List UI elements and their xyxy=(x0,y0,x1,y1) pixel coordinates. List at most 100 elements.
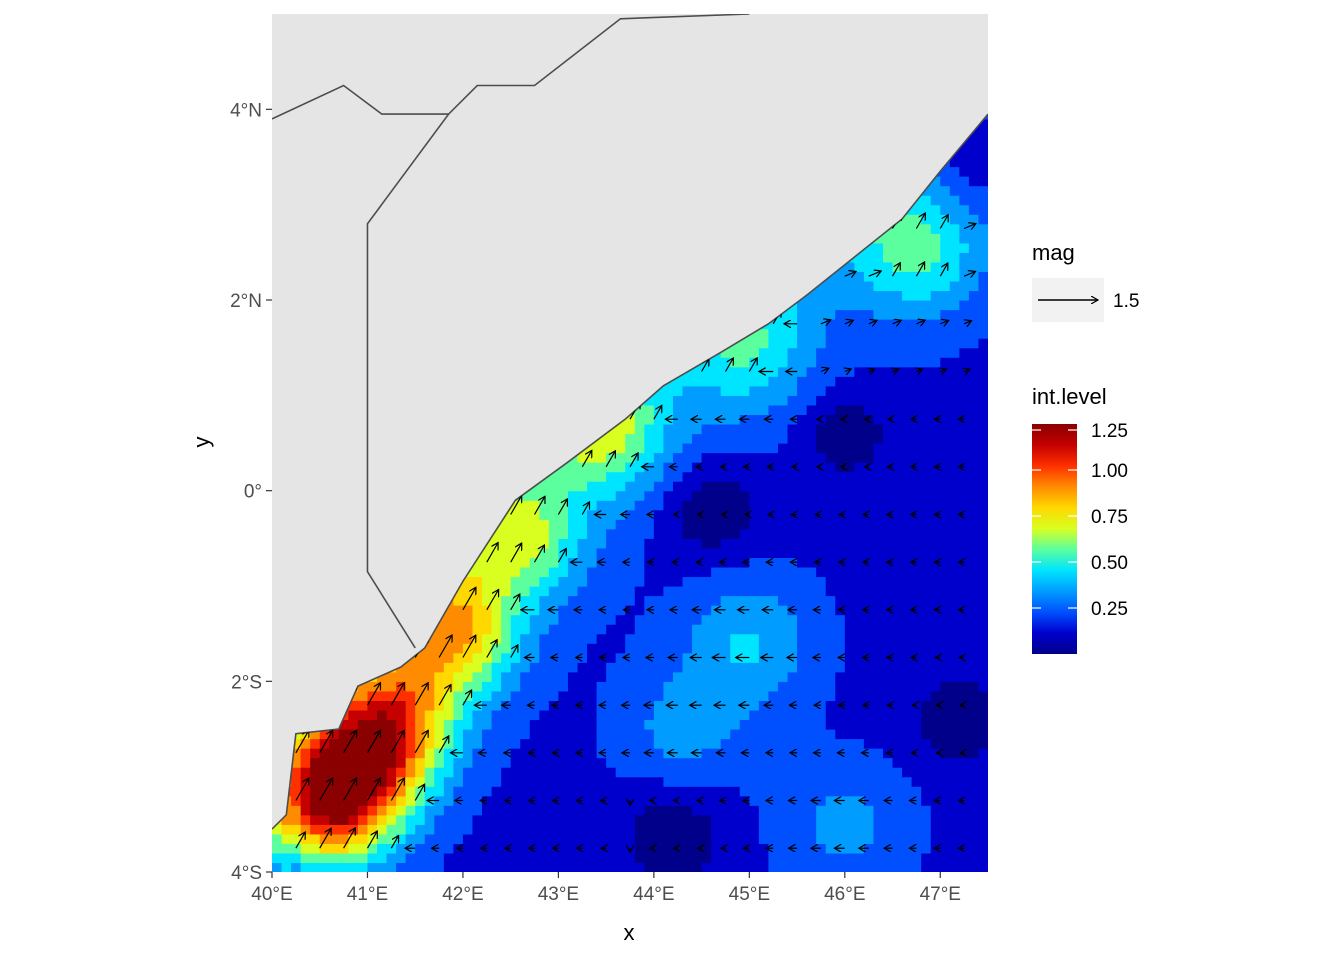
field-cell xyxy=(491,843,502,854)
field-cell xyxy=(587,786,598,797)
field-cell xyxy=(634,700,645,711)
field-cell xyxy=(663,528,674,539)
field-cell xyxy=(596,786,607,797)
field-cell xyxy=(272,824,283,835)
field-cell xyxy=(720,414,731,425)
field-cell xyxy=(367,824,378,835)
field-cell xyxy=(482,833,493,844)
field-cell xyxy=(587,767,598,778)
field-cell xyxy=(730,709,741,721)
field-cell xyxy=(510,824,521,835)
field-cell xyxy=(348,757,359,768)
field-cell xyxy=(443,814,454,825)
field-cell xyxy=(701,404,712,415)
field-cell xyxy=(701,633,712,644)
field-cell xyxy=(300,738,311,749)
field-cell xyxy=(367,805,378,816)
field-cell xyxy=(672,643,684,654)
field-cell xyxy=(692,538,703,549)
field-cell xyxy=(758,786,770,797)
field-cell xyxy=(644,862,655,873)
field-cell xyxy=(615,748,626,759)
field-cell xyxy=(281,862,292,873)
field-cell xyxy=(472,624,483,635)
field-cell xyxy=(434,833,445,844)
field-cell xyxy=(587,462,598,473)
field-cell xyxy=(682,729,693,740)
field-cell xyxy=(491,786,502,797)
field-cell xyxy=(711,462,722,473)
field-cell xyxy=(777,557,789,568)
field-cell xyxy=(596,805,607,816)
field-cell xyxy=(396,786,407,797)
field-cell xyxy=(797,776,808,787)
field-cell xyxy=(491,681,502,692)
field-cell xyxy=(711,805,722,816)
field-cell xyxy=(720,538,731,549)
field-cell xyxy=(625,652,636,663)
field-cell xyxy=(701,862,712,873)
field-cell xyxy=(634,652,645,663)
field-cell xyxy=(606,729,617,740)
field-cell xyxy=(615,595,626,606)
field-cell xyxy=(749,681,760,692)
field-cell xyxy=(453,738,464,749)
field-cell xyxy=(396,681,407,692)
field-cell xyxy=(596,595,607,606)
field-cell xyxy=(529,814,540,825)
field-cell xyxy=(606,681,617,692)
field-cell xyxy=(777,366,789,377)
field-cell xyxy=(548,614,559,625)
field-cell xyxy=(291,757,302,768)
field-cell xyxy=(797,481,808,492)
field-cell xyxy=(663,605,674,616)
field-cell xyxy=(768,776,779,787)
field-cell xyxy=(539,833,550,844)
field-cell xyxy=(777,490,789,501)
field-cell xyxy=(501,576,512,587)
field-cell xyxy=(615,500,626,511)
field-cell xyxy=(596,814,607,825)
field-cell xyxy=(625,443,636,454)
field-cell xyxy=(510,738,521,749)
field-cell xyxy=(443,757,454,768)
field-cell xyxy=(730,605,741,616)
field-cell xyxy=(596,452,607,463)
field-cell xyxy=(797,547,808,558)
field-cell xyxy=(653,767,665,778)
field-cell xyxy=(777,633,789,644)
field-cell xyxy=(567,662,579,673)
field-cell xyxy=(396,757,407,768)
field-cell xyxy=(692,586,703,597)
field-cell xyxy=(548,500,559,511)
field-cell xyxy=(749,786,760,797)
field-cell xyxy=(663,862,674,873)
field-cell xyxy=(663,500,674,511)
field-cell xyxy=(415,700,426,711)
field-cell xyxy=(424,719,435,730)
field-cell xyxy=(615,624,626,635)
field-cell xyxy=(768,538,779,549)
field-cell xyxy=(749,843,760,854)
field-cell xyxy=(606,805,617,816)
field-cell xyxy=(644,729,655,740)
field-cell xyxy=(606,852,617,864)
field-cell xyxy=(739,786,750,797)
field-cell xyxy=(682,776,693,787)
field-cell xyxy=(587,452,598,463)
field-cell xyxy=(558,576,569,587)
field-cell xyxy=(348,738,359,749)
field-cell xyxy=(711,786,722,797)
field-cell xyxy=(758,481,770,492)
field-cell xyxy=(730,404,741,415)
field-cell xyxy=(577,481,588,492)
field-cell xyxy=(424,738,435,749)
field-cell xyxy=(558,662,569,673)
field-cell xyxy=(701,500,712,511)
field-cell xyxy=(720,576,731,587)
field-cell xyxy=(768,643,779,654)
field-cell xyxy=(567,462,579,473)
field-cell xyxy=(797,643,808,654)
field-cell xyxy=(682,671,693,682)
field-cell xyxy=(777,519,789,530)
